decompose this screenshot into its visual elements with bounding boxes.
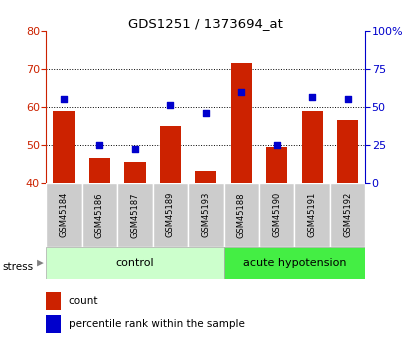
Text: GSM45186: GSM45186: [95, 192, 104, 237]
Bar: [337, 120, 358, 183]
Text: GSM45190: GSM45190: [272, 192, 281, 237]
Point: [131, 146, 138, 151]
Bar: [223, 183, 259, 247]
Bar: [223, 247, 365, 279]
Text: control: control: [116, 258, 154, 268]
Title: GDS1251 / 1373694_at: GDS1251 / 1373694_at: [129, 17, 283, 30]
Bar: [124, 162, 145, 183]
Text: GSM45192: GSM45192: [343, 192, 352, 237]
Point: [96, 142, 103, 148]
Bar: [46, 183, 81, 247]
Text: GSM45191: GSM45191: [308, 192, 317, 237]
Bar: [231, 63, 252, 183]
Bar: [188, 183, 223, 247]
Text: GSM45188: GSM45188: [237, 192, 246, 237]
Point: [202, 110, 209, 115]
Bar: [294, 183, 330, 247]
Bar: [89, 158, 110, 183]
Bar: [81, 183, 117, 247]
Text: percentile rank within the sample: percentile rank within the sample: [68, 319, 244, 329]
Text: GSM45193: GSM45193: [201, 192, 210, 237]
Point: [238, 89, 244, 95]
Point: [344, 97, 351, 102]
Bar: [117, 183, 152, 247]
Bar: [266, 147, 287, 183]
Point: [60, 97, 67, 102]
Text: count: count: [68, 296, 98, 306]
Bar: [259, 183, 294, 247]
Bar: [195, 171, 216, 183]
Bar: [46, 247, 223, 279]
Bar: [152, 183, 188, 247]
Bar: [302, 111, 323, 183]
Bar: [330, 183, 365, 247]
Text: stress: stress: [2, 263, 33, 272]
Bar: [160, 126, 181, 183]
Text: GSM45187: GSM45187: [130, 192, 139, 237]
Bar: [46, 292, 60, 310]
Text: acute hypotension: acute hypotension: [243, 258, 346, 268]
Bar: [46, 315, 60, 333]
Text: GSM45189: GSM45189: [166, 192, 175, 237]
Point: [167, 102, 174, 108]
Point: [309, 95, 315, 100]
Text: GSM45184: GSM45184: [60, 192, 68, 237]
Bar: [53, 111, 75, 183]
Point: [273, 142, 280, 148]
